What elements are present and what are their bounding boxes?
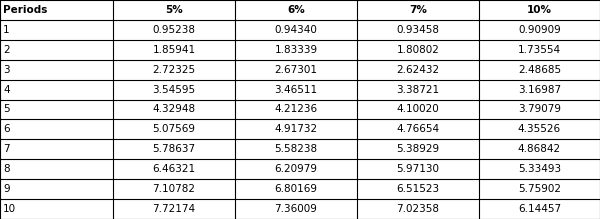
Text: 4.21236: 4.21236 xyxy=(274,104,317,115)
Text: 3.46511: 3.46511 xyxy=(274,85,317,95)
Text: 4.91732: 4.91732 xyxy=(274,124,317,134)
Text: 5: 5 xyxy=(3,104,10,115)
Text: 0.94340: 0.94340 xyxy=(275,25,317,35)
Text: 1: 1 xyxy=(3,25,10,35)
Text: 6.14457: 6.14457 xyxy=(518,204,561,214)
Text: 5.58238: 5.58238 xyxy=(274,144,317,154)
Text: 4.32948: 4.32948 xyxy=(152,104,196,115)
Text: 7%: 7% xyxy=(409,5,427,15)
Text: 6.20979: 6.20979 xyxy=(275,164,317,174)
Text: 4.76654: 4.76654 xyxy=(397,124,440,134)
Text: 2: 2 xyxy=(3,45,10,55)
Text: 5.38929: 5.38929 xyxy=(397,144,440,154)
Text: 1.85941: 1.85941 xyxy=(152,45,196,55)
Text: 6%: 6% xyxy=(287,5,305,15)
Text: 2.62432: 2.62432 xyxy=(397,65,440,75)
Text: 5.07569: 5.07569 xyxy=(152,124,196,134)
Text: 7.10782: 7.10782 xyxy=(152,184,196,194)
Text: 1.83339: 1.83339 xyxy=(274,45,317,55)
Text: 10%: 10% xyxy=(527,5,552,15)
Text: 7.72174: 7.72174 xyxy=(152,204,196,214)
Text: 8: 8 xyxy=(3,164,10,174)
Text: 7.02358: 7.02358 xyxy=(397,204,439,214)
Text: 3.38721: 3.38721 xyxy=(397,85,440,95)
Text: 4.86842: 4.86842 xyxy=(518,144,561,154)
Text: 3: 3 xyxy=(3,65,10,75)
Text: 2.48685: 2.48685 xyxy=(518,65,561,75)
Text: 9: 9 xyxy=(3,184,10,194)
Text: 0.93458: 0.93458 xyxy=(397,25,439,35)
Text: 1.80802: 1.80802 xyxy=(397,45,439,55)
Text: 5.78637: 5.78637 xyxy=(152,144,196,154)
Text: 3.79079: 3.79079 xyxy=(518,104,561,115)
Text: 4.10020: 4.10020 xyxy=(397,104,439,115)
Text: 3.16987: 3.16987 xyxy=(518,85,561,95)
Text: 10: 10 xyxy=(3,204,16,214)
Text: 6.51523: 6.51523 xyxy=(397,184,440,194)
Text: Periods: Periods xyxy=(3,5,47,15)
Text: 5.97130: 5.97130 xyxy=(397,164,439,174)
Text: 7.36009: 7.36009 xyxy=(275,204,317,214)
Text: 5.33493: 5.33493 xyxy=(518,164,561,174)
Text: 5.75902: 5.75902 xyxy=(518,184,561,194)
Text: 3.54595: 3.54595 xyxy=(152,85,196,95)
Text: 6.80169: 6.80169 xyxy=(275,184,317,194)
Text: 7: 7 xyxy=(3,144,10,154)
Text: 5%: 5% xyxy=(165,5,183,15)
Text: 4: 4 xyxy=(3,85,10,95)
Text: 2.72325: 2.72325 xyxy=(152,65,196,75)
Text: 0.95238: 0.95238 xyxy=(152,25,196,35)
Text: 1.73554: 1.73554 xyxy=(518,45,561,55)
Text: 6.46321: 6.46321 xyxy=(152,164,196,174)
Text: 0.90909: 0.90909 xyxy=(518,25,561,35)
Text: 2.67301: 2.67301 xyxy=(275,65,317,75)
Text: 4.35526: 4.35526 xyxy=(518,124,561,134)
Text: 6: 6 xyxy=(3,124,10,134)
